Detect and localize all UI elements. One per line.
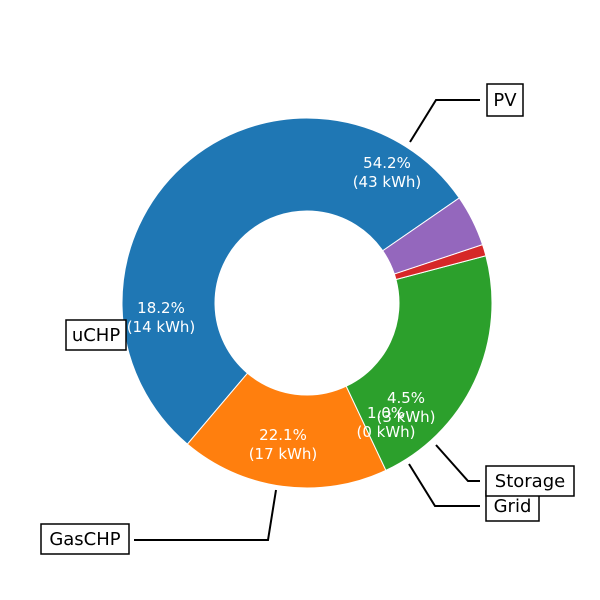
- slice-storage: [382, 197, 484, 275]
- annotation-text-gaschp: GasCHP: [49, 529, 120, 550]
- slice-labels: 54.2% (43 kWh) 18.2% (14 kWh) 22.1% (17 kWh) 1…: [127, 154, 436, 463]
- annotation-box-storage: [485, 465, 575, 497]
- annotation-box-gaschp: [40, 523, 130, 555]
- leader-line-gaschp: [134, 489, 277, 541]
- slices-group: [121, 117, 493, 489]
- slice-uchp: [186, 372, 387, 489]
- annotation-box-uchp: [65, 319, 127, 351]
- annotation-text-pv: PV: [493, 90, 517, 111]
- slice-label-gaschp: 22.1% (17 kWh): [249, 426, 318, 463]
- slice-label-uchp: 18.2% (14 kWh): [127, 299, 196, 336]
- annotation-text-grid: Grid: [494, 496, 532, 517]
- annotation-text-uchp: uCHP: [72, 325, 121, 346]
- annotation-box-pv: [486, 83, 524, 117]
- annotation-labels: PV uCHP GasCHP Grid Storage: [40, 83, 575, 555]
- leader-line-grid: [408, 463, 480, 507]
- slice-label-pv: 54.2% (43 kWh): [353, 154, 422, 191]
- leader-line-storage: [435, 444, 480, 482]
- slice-pv: [121, 117, 460, 445]
- leader-line-pv: [409, 99, 480, 143]
- slice-label-grid: 1.0% (0 kWh): [356, 404, 415, 441]
- slice-gaschp: [345, 255, 493, 472]
- slice-label-storage: 4.5% (3 kWh): [376, 389, 435, 426]
- annotation-text-storage: Storage: [495, 471, 565, 492]
